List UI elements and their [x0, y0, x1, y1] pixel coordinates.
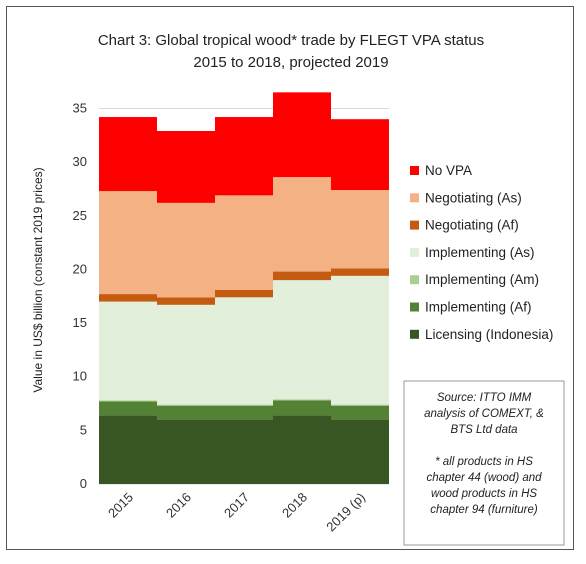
bar-segment-licensing-indonesia [215, 419, 273, 484]
bar-segment-implementing-af [215, 405, 273, 420]
x-tick-label: 2016 [163, 490, 194, 521]
legend-swatch-licensing-indonesia [410, 329, 419, 339]
bar-segment-implementing-as [273, 280, 331, 400]
bar-segment-negotiating-as [99, 191, 157, 295]
y-tick-label: 5 [80, 422, 87, 437]
bar-segment-implementing-af [273, 400, 331, 416]
bar-segment-no-vpa [273, 92, 331, 178]
bar-segment-implementing-am [157, 404, 215, 406]
y-axis-label: Value in US$ billion (constant 2019 pric… [31, 167, 45, 392]
bar-segment-implementing-am [273, 399, 331, 401]
chart-title-line-1: Chart 3: Global tropical wood* trade by … [98, 32, 484, 49]
bar-segment-no-vpa [215, 117, 273, 196]
bar-segment-implementing-am [215, 404, 273, 406]
legend: No VPA Negotiating (As) Negotiating (Af) Im… [410, 163, 553, 342]
bar-segment-implementing-af [157, 405, 215, 420]
legend-label-no-vpa: No VPA [425, 163, 472, 178]
chart-frame: Chart 3: Global tropical wood* trade by … [6, 6, 574, 550]
bar-segment-implementing-as [331, 275, 389, 405]
bar-segment-negotiating-af [215, 289, 273, 298]
bar-segment-licensing-indonesia [157, 419, 215, 484]
y-tick-label: 35 [73, 100, 87, 115]
y-tick-label: 10 [73, 369, 87, 384]
y-tick-label: 20 [73, 261, 87, 276]
footnote-line-4: chapter 94 (furniture) [430, 504, 538, 516]
x-tick-label: 2019 (p) [323, 490, 368, 535]
legend-label-implementing-am: Implementing (Am) [425, 272, 539, 287]
x-axis-ticks: 2015 2016 2017 2018 2019 (p) [105, 490, 368, 535]
annotation-box [403, 380, 565, 546]
y-tick-label: 0 [80, 476, 87, 491]
footnote-line-1: * all products in HS [435, 456, 533, 468]
chart-title: Chart 3: Global tropical wood* trade by … [98, 32, 484, 71]
annotation-text: Source: ITTO IMM analysis of COMEXT, & B… [424, 392, 544, 516]
legend-swatch-negotiating-af [410, 220, 419, 230]
legend-swatch-implementing-am [410, 275, 419, 285]
stacked-bar-chart: Chart 3: Global tropical wood* trade by … [31, 32, 565, 546]
bar-segment-licensing-indonesia [273, 415, 331, 484]
x-tick-label: 2017 [221, 490, 252, 521]
legend-swatch-negotiating-as [410, 193, 419, 203]
bar-segment-implementing-as [157, 304, 215, 405]
bar-segment-implementing-as [215, 297, 273, 405]
source-note-line-2: analysis of COMEXT, & [424, 408, 544, 420]
legend-label-implementing-as: Implementing (As) [425, 245, 535, 260]
legend-swatch-implementing-as [410, 247, 419, 257]
y-tick-label: 15 [73, 315, 87, 330]
y-tick-label: 30 [73, 154, 87, 169]
bar-segment-implementing-am [331, 404, 389, 406]
legend-swatch-implementing-af [410, 302, 419, 312]
bar-segment-negotiating-as [331, 190, 389, 269]
bar-segment-negotiating-af [99, 294, 157, 302]
source-note-line-1: Source: ITTO IMM [437, 392, 532, 404]
bar-segment-negotiating-as [157, 202, 215, 298]
bar-segment-implementing-as [99, 301, 157, 401]
x-tick-label: 2015 [105, 490, 136, 521]
legend-swatch-no-vpa [410, 166, 419, 175]
bar-segment-negotiating-af [273, 271, 331, 281]
bar-segment-implementing-af [99, 401, 157, 416]
x-tick-label: 2018 [279, 490, 310, 521]
bar-segment-negotiating-as [215, 195, 273, 290]
footnote-line-3: wood products in HS [431, 488, 537, 500]
bar-segment-negotiating-as [273, 177, 331, 272]
bar-segment-no-vpa [157, 130, 215, 203]
bar-segment-no-vpa [331, 119, 389, 191]
bars [99, 92, 389, 484]
chart-title-line-2: 2015 to 2018, projected 2019 [193, 54, 388, 71]
bar-segment-implementing-am [99, 400, 157, 402]
bar-segment-negotiating-af [331, 268, 389, 276]
bar-segment-licensing-indonesia [99, 415, 157, 484]
legend-label-negotiating-af: Negotiating (Af) [425, 218, 519, 233]
source-note-line-3: BTS Ltd data [450, 424, 517, 436]
bar-segment-no-vpa [99, 117, 157, 192]
legend-label-implementing-af: Implementing (Af) [425, 300, 532, 315]
bar-segment-licensing-indonesia [331, 419, 389, 484]
bar-segment-negotiating-af [157, 297, 215, 305]
legend-label-negotiating-as: Negotiating (As) [425, 190, 522, 205]
bar-segment-implementing-af [331, 405, 389, 420]
legend-label-licensing-indonesia: Licensing (Indonesia) [425, 327, 553, 342]
y-tick-label: 25 [73, 208, 87, 223]
y-axis-ticks: 0 5 10 15 20 25 30 35 [73, 100, 87, 491]
footnote-line-2: chapter 44 (wood) and [426, 472, 542, 484]
